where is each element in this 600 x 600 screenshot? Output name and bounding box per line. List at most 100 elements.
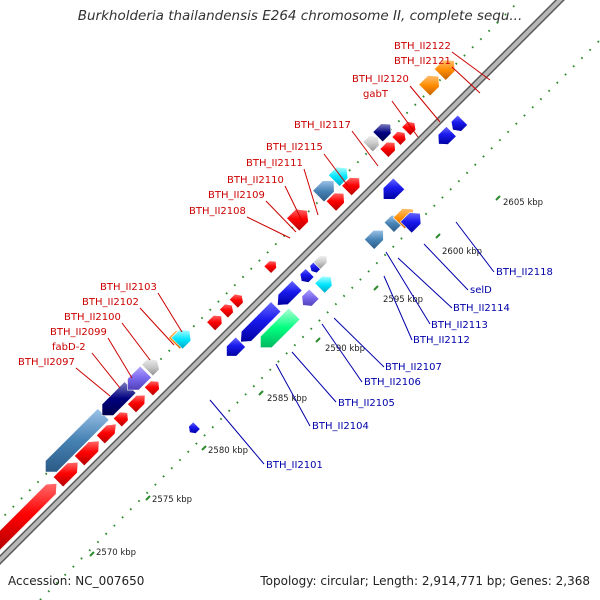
gene-label-BTH_II2097: BTH_II2097 bbox=[18, 357, 111, 397]
gene-label-BTH_II2108: BTH_II2108 bbox=[189, 206, 291, 239]
gene-arrow bbox=[170, 329, 192, 350]
gene-arrow bbox=[314, 275, 333, 294]
kbp-label: 2600 kbp bbox=[442, 247, 482, 257]
svg-text:BTH_II2118: BTH_II2118 bbox=[496, 267, 553, 278]
gene-label-BTH_II2114: BTH_II2114 bbox=[397, 257, 510, 314]
kbp-marker-2585: 2585 kbp bbox=[258, 390, 307, 404]
gene-arrow bbox=[391, 131, 407, 146]
gene-label-BTH_II2112: BTH_II2112 bbox=[383, 275, 470, 346]
kbp-marker-2580: 2580 kbp bbox=[201, 445, 248, 456]
gene-label-BTH_II2109: BTH_II2109 bbox=[208, 190, 297, 233]
gene-arrow bbox=[240, 301, 282, 343]
svg-text:BTH_II2111: BTH_II2111 bbox=[246, 158, 303, 169]
gene-label-gabT: gabT bbox=[363, 89, 419, 138]
svg-text:BTH_II2122: BTH_II2122 bbox=[394, 41, 451, 52]
gene-label-BTH_II2106: BTH_II2106 bbox=[321, 323, 421, 388]
kbp-marker-2575: 2575 kbp bbox=[145, 495, 192, 505]
kbp-marker-2590: 2590 kbp bbox=[315, 337, 365, 354]
kbp-label: 2605 kbp bbox=[503, 198, 543, 208]
topology-text: Topology: circular; Length: 2,914,771 bp… bbox=[260, 574, 590, 588]
kbp-marker-2570: 2570 kbp bbox=[89, 548, 136, 558]
svg-text:BTH_II2107: BTH_II2107 bbox=[385, 362, 442, 373]
svg-text:BTH_II2106: BTH_II2106 bbox=[364, 377, 421, 388]
gene-arrow bbox=[228, 293, 244, 309]
gene-label-BTH_II2113: BTH_II2113 bbox=[385, 251, 488, 331]
svg-text:BTH_II2114: BTH_II2114 bbox=[453, 303, 510, 314]
gene-arrow bbox=[143, 380, 160, 397]
gene-label-BTH_II2118: BTH_II2118 bbox=[455, 221, 553, 278]
gene-arrow bbox=[52, 461, 79, 488]
gene-arrow bbox=[112, 411, 129, 428]
gene-arrow bbox=[95, 423, 117, 445]
gene-arrow bbox=[277, 280, 303, 306]
svg-text:fabD-2: fabD-2 bbox=[52, 342, 86, 353]
gene-arrow bbox=[127, 365, 152, 391]
genes-lower-strand bbox=[0, 59, 469, 551]
gene-label-BTH_II2102: BTH_II2102 bbox=[82, 297, 175, 346]
gene-arrow bbox=[372, 123, 392, 143]
gene-arrow bbox=[0, 483, 58, 551]
svg-text:BTH_II2113: BTH_II2113 bbox=[431, 320, 488, 331]
gene-arrow bbox=[401, 121, 417, 137]
gene-arrow bbox=[418, 75, 440, 97]
svg-text:BTH_II2112: BTH_II2112 bbox=[413, 335, 470, 346]
kbp-label: 2590 kbp bbox=[325, 344, 365, 354]
svg-text:BTH_II2120: BTH_II2120 bbox=[352, 74, 409, 85]
kbp-label: 2585 kbp bbox=[267, 394, 307, 404]
svg-text:BTH_II2105: BTH_II2105 bbox=[338, 398, 395, 409]
svg-text:BTH_II2099: BTH_II2099 bbox=[50, 327, 107, 338]
gene-arrow bbox=[399, 212, 422, 234]
svg-text:selD: selD bbox=[470, 285, 492, 296]
svg-text:BTH_II2103: BTH_II2103 bbox=[100, 282, 157, 293]
gene-label-BTH_II2100: BTH_II2100 bbox=[64, 312, 151, 361]
gene-arrow bbox=[312, 255, 328, 270]
gene-label-BTH_II2104: BTH_II2104 bbox=[275, 363, 369, 432]
gene-arrow bbox=[382, 177, 406, 200]
gene-arrow bbox=[260, 307, 301, 349]
svg-text:BTH_II2101: BTH_II2101 bbox=[266, 460, 323, 471]
kbp-label: 2575 kbp bbox=[152, 495, 192, 505]
gene-label-BTH_II2111: BTH_II2111 bbox=[246, 158, 319, 216]
kbp-marker-2605: 2605 kbp bbox=[495, 195, 543, 208]
gene-label-BTH_II2101: BTH_II2101 bbox=[209, 399, 323, 471]
map-title: Burkholderia thailandensis E264 chromoso… bbox=[77, 8, 523, 24]
svg-text:BTH_II2097: BTH_II2097 bbox=[18, 357, 75, 368]
gene-arrow bbox=[188, 421, 201, 434]
gene-arrow bbox=[312, 180, 335, 203]
gene-arrow bbox=[450, 114, 469, 132]
gene-arrow bbox=[206, 314, 223, 332]
svg-text:BTH_II2109: BTH_II2109 bbox=[208, 190, 265, 201]
gene-labels-blue: BTH_II2118 selD BTH_II2114 BTH_II2113 BT… bbox=[209, 221, 553, 471]
gene-label-BTH_II2110: BTH_II2110 bbox=[227, 175, 305, 226]
svg-text:BTH_II2104: BTH_II2104 bbox=[312, 421, 369, 432]
gene-label-BTH_II2105: BTH_II2105 bbox=[291, 351, 395, 409]
gene-arrow bbox=[286, 208, 309, 232]
gene-label-BTH_II2117: BTH_II2117 bbox=[294, 120, 379, 167]
kbp-marker-2595: 2595 kbp bbox=[373, 285, 423, 305]
svg-text:BTH_II2110: BTH_II2110 bbox=[227, 175, 284, 186]
backbone bbox=[0, 0, 565, 565]
svg-text:gabT: gabT bbox=[363, 89, 389, 100]
svg-text:BTH_II2115: BTH_II2115 bbox=[266, 142, 323, 153]
gene-arrow bbox=[341, 177, 361, 197]
gene-arrow bbox=[362, 135, 380, 153]
gene-label-BTH_II2099: BTH_II2099 bbox=[50, 327, 133, 379]
gene-arrow bbox=[263, 260, 277, 274]
gene-arrow bbox=[363, 230, 384, 250]
gene-arrow bbox=[437, 125, 457, 145]
gene-arrow bbox=[379, 141, 396, 158]
gene-label-BTH_II2121: BTH_II2121 bbox=[394, 56, 481, 94]
kbp-label: 2595 kbp bbox=[383, 295, 423, 305]
svg-text:BTH_II2121: BTH_II2121 bbox=[394, 56, 451, 67]
gene-label-BTH_II2120: BTH_II2120 bbox=[352, 74, 441, 123]
svg-text:BTH_II2108: BTH_II2108 bbox=[189, 206, 246, 217]
svg-text:BTH_II2102: BTH_II2102 bbox=[82, 297, 139, 308]
kbp-label: 2580 kbp bbox=[208, 446, 248, 456]
gene-arrow bbox=[299, 268, 315, 283]
gene-label-BTH_II2103: BTH_II2103 bbox=[100, 282, 183, 333]
gene-arrow bbox=[141, 357, 160, 377]
svg-text:BTH_II2100: BTH_II2100 bbox=[64, 312, 121, 323]
kbp-markers: 2570 kbp 2575 kbp 2580 kbp 2585 kbp 2590… bbox=[89, 195, 543, 558]
svg-text:BTH_II2117: BTH_II2117 bbox=[294, 120, 351, 131]
